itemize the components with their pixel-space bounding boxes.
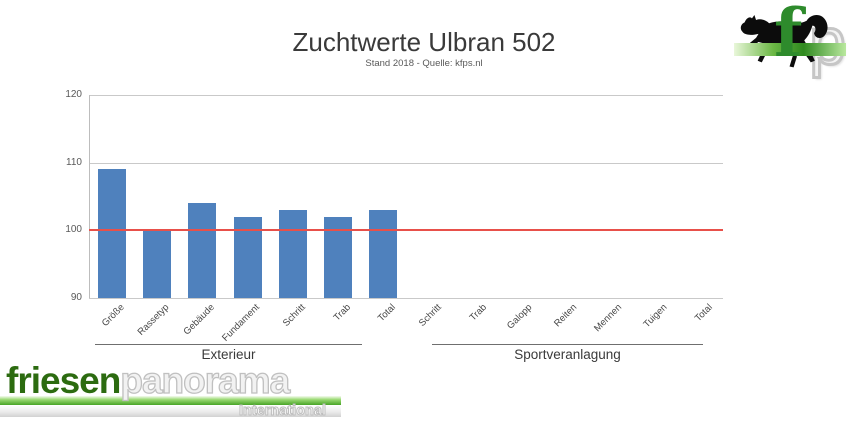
bar-rassetyp: [142, 230, 171, 298]
logo-green-stripe: [0, 396, 341, 405]
chart-title: Zuchtwerte Ulbran 502: [292, 27, 556, 57]
y-tick-label: 100: [65, 224, 82, 236]
bar-schritt: [278, 210, 307, 298]
category-group-line: [432, 344, 703, 345]
fp-logo-letter-f: f: [774, 0, 803, 72]
x-category-label: Reiten: [552, 302, 580, 330]
wordmark-friesen: friesen: [6, 360, 121, 401]
x-category-label: Mennen: [592, 302, 625, 335]
x-category-label: Schritt: [416, 302, 444, 329]
fp-logo-green-band: [734, 43, 846, 56]
x-category-label: Trab: [331, 302, 353, 324]
x-category-label: Trab: [467, 302, 489, 324]
x-category-label: Gebäude: [181, 302, 217, 338]
x-category-label: Größe: [99, 302, 127, 329]
wordmark-international: International: [238, 403, 326, 420]
category-group-line: [95, 344, 362, 345]
friesenpanorama-logo: friesenpanorama International: [0, 360, 351, 424]
chart-subtitle: Stand 2018 - Quelle: kfps.nl: [365, 58, 483, 69]
x-category-label: Galopp: [504, 302, 534, 332]
y-axis-line: [89, 95, 90, 298]
category-group-label: Exterieur: [201, 347, 256, 362]
bar-größe: [97, 169, 126, 298]
x-category-label: Schritt: [280, 302, 308, 329]
friesenpanorama-wordmark: friesenpanorama: [6, 360, 291, 401]
y-gridline: [89, 162, 723, 164]
category-group-label: Sportveranlagung: [514, 347, 621, 362]
bar-gebäude: [188, 203, 217, 298]
y-gridline: [89, 95, 723, 96]
x-category-label: Rassetyp: [135, 302, 172, 338]
y-tick-label: 90: [70, 292, 82, 303]
bar-total: [369, 210, 398, 298]
y-gridline: [89, 298, 723, 299]
x-category-label: Tuigen: [641, 302, 670, 331]
fp-logo: p f: [734, 0, 847, 78]
y-tick-label: 110: [66, 156, 82, 168]
x-category-label: Fundament: [220, 302, 263, 344]
x-category-label: Total: [693, 302, 716, 324]
x-category-label: Total: [376, 302, 399, 324]
y-tick-label: 120: [65, 89, 82, 100]
logo-silver-stripe: [0, 405, 341, 417]
reference-line-100: [89, 229, 723, 232]
wordmark-panorama: panorama: [120, 360, 291, 401]
